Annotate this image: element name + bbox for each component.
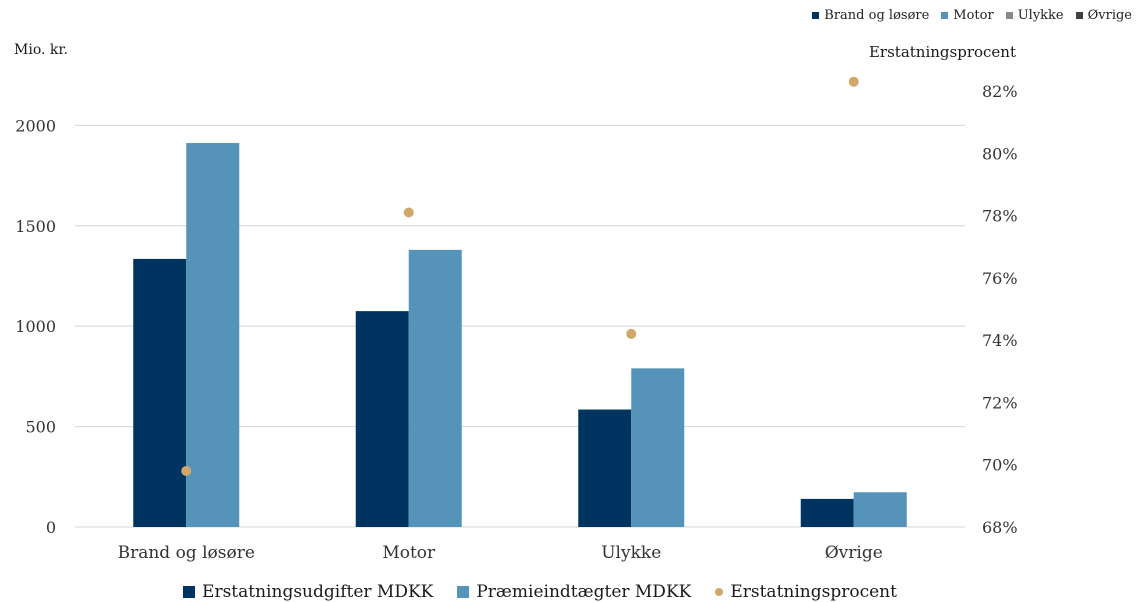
bottom-legend-item: Erstatningsudgifter MDKK [183,582,433,602]
bar [408,249,462,527]
legend-label: Øvrige [1087,8,1132,23]
legend-swatch [812,12,820,19]
legend-swatch [183,586,196,598]
legend-label: Ulykke [1017,8,1064,23]
right-tick-label: 68% [982,518,1018,537]
legend-label: Præmieindtægter MDKK [476,582,692,602]
right-tick-label: 72% [982,393,1018,412]
right-tick-label: 82% [982,82,1018,101]
bar [186,143,240,527]
bar [578,409,632,527]
category-label: Brand og løsøre [118,543,255,563]
top-legend-item: Ulykke [1005,8,1064,23]
scatter-point [403,207,414,218]
right-tick-label: 70% [982,456,1018,475]
right-tick-label: 76% [982,269,1018,288]
top-legend-item: Brand og løsøre [812,8,929,23]
category-label: Ulykke [601,543,661,563]
bottom-legend-item: Erstatningsprocent [715,582,897,602]
legend-label: Erstatningsprocent [730,582,897,602]
top-legend-item: Øvrige [1075,8,1132,23]
legend-swatch [715,588,724,596]
right-tick-label: 78% [982,207,1018,226]
left-tick-label: 2000 [15,116,56,135]
category-label: Motor [382,543,436,563]
scatter-point [626,328,637,339]
left-tick-label: 1000 [15,317,56,336]
right-tick-label: 74% [982,331,1018,350]
bar [800,498,854,527]
legend-swatch [941,12,949,19]
bar [355,311,409,527]
legend-swatch [1005,12,1013,19]
legend-label: Erstatningsudgifter MDKK [202,582,434,602]
bottom-legend: Erstatningsudgifter MDKK Præmieindtægter … [0,582,1080,602]
category-label: Øvrige [825,543,883,563]
bar [133,258,187,527]
left-tick-label: 1500 [15,217,56,236]
legend-label: Motor [953,8,994,23]
scatter-point [181,465,192,476]
right-axis-label: Erstatningsprocent [868,43,1016,61]
legend-label: Brand og løsøre [824,8,930,23]
top-legend-item: Motor [941,8,994,23]
bar [631,368,685,527]
left-tick-label: 500 [25,418,56,437]
scatter-point [848,76,859,87]
top-legend: Brand og løsøre Motor Ulykke Øvrige [812,8,1132,23]
legend-swatch [457,586,470,598]
bottom-legend-item: Præmieindtægter MDKK [457,582,691,602]
left-axis-label: Mio. kr. [14,42,68,58]
legend-swatch [1075,12,1083,19]
bar [853,492,907,527]
left-tick-label: 0 [46,518,56,537]
right-tick-label: 80% [982,144,1018,163]
